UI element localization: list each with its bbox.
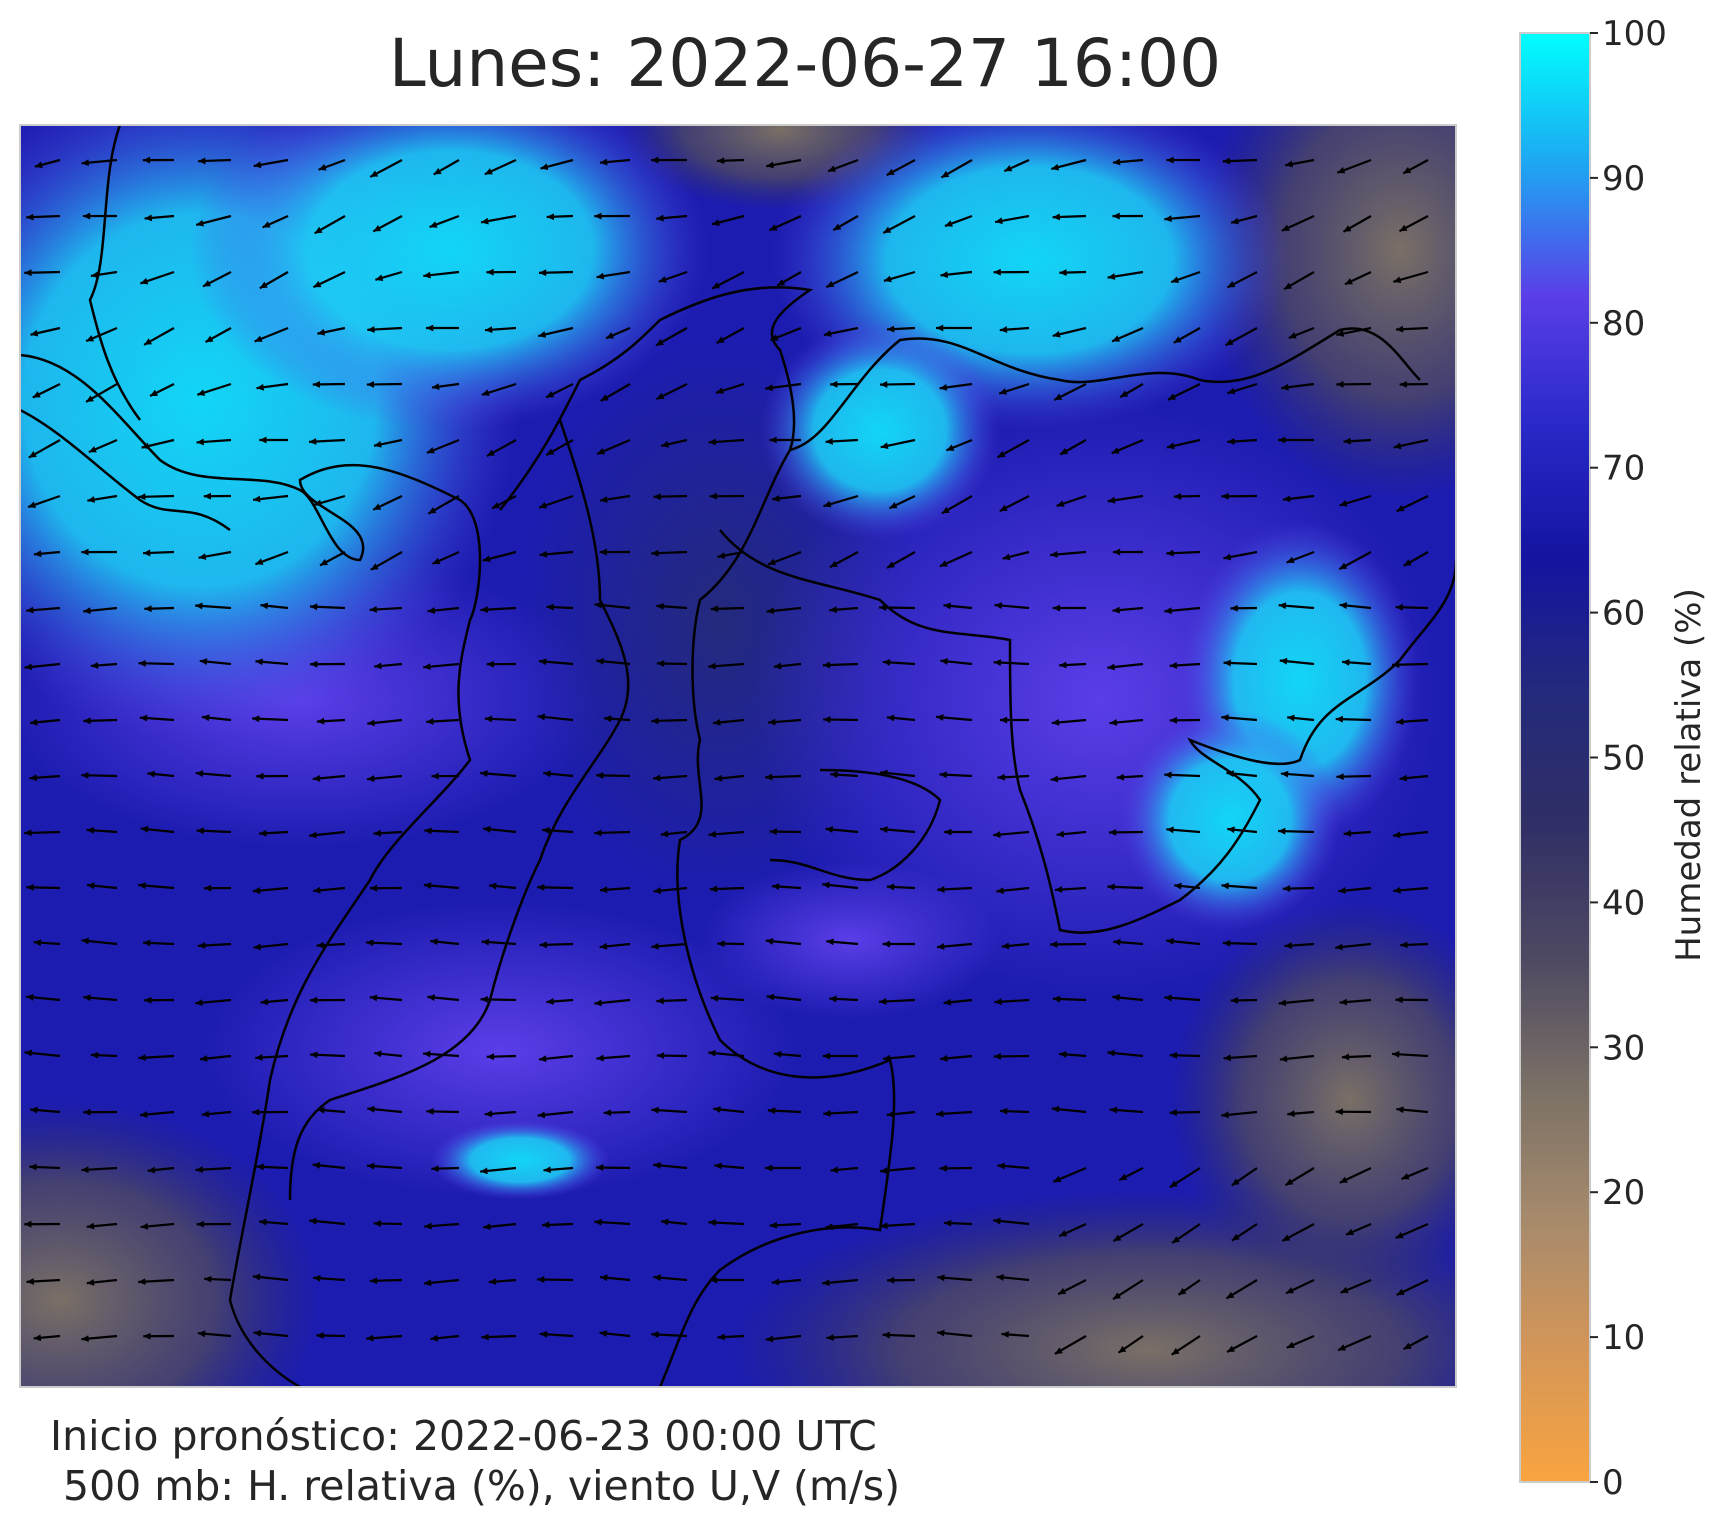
colorbar-tick-label: 90 (1602, 159, 1645, 199)
colorbar-fill (1520, 33, 1590, 1482)
colorbar-tick-label: 80 (1602, 304, 1645, 344)
colorbar-label: Humedad relativa (%) (1669, 588, 1709, 962)
title: Lunes: 2022-06-27 16:00 (389, 25, 1221, 102)
colorbar-tick-label: 60 (1602, 594, 1645, 634)
colorbar: 0 10 20 30 40 50 60 70 80 90 100 (1520, 14, 1667, 1503)
colorbar-tick-label: 20 (1602, 1173, 1645, 1213)
footer-line: Inicio pronóstico: 2022-06-23 00:00 UTC (50, 1412, 877, 1460)
colorbar-tick-label: 100 (1602, 14, 1667, 54)
colorbar-tick-label: 70 (1602, 449, 1645, 489)
colorbar-tick-label: 40 (1602, 883, 1645, 923)
moist-area (700, 860, 1000, 1020)
colorbar-tick-label: 50 (1602, 739, 1645, 779)
map (0, 0, 1600, 1510)
moist-area (430, 1120, 610, 1200)
colorbar-tick-label: 0 (1602, 1463, 1624, 1503)
colorbar-tick-label: 30 (1602, 1028, 1645, 1068)
moist-area (760, 320, 1000, 540)
colorbar-tick-label: 10 (1602, 1318, 1645, 1358)
footer-line: 500 mb: H. relativa (%), viento U,V (m/s… (63, 1462, 900, 1510)
